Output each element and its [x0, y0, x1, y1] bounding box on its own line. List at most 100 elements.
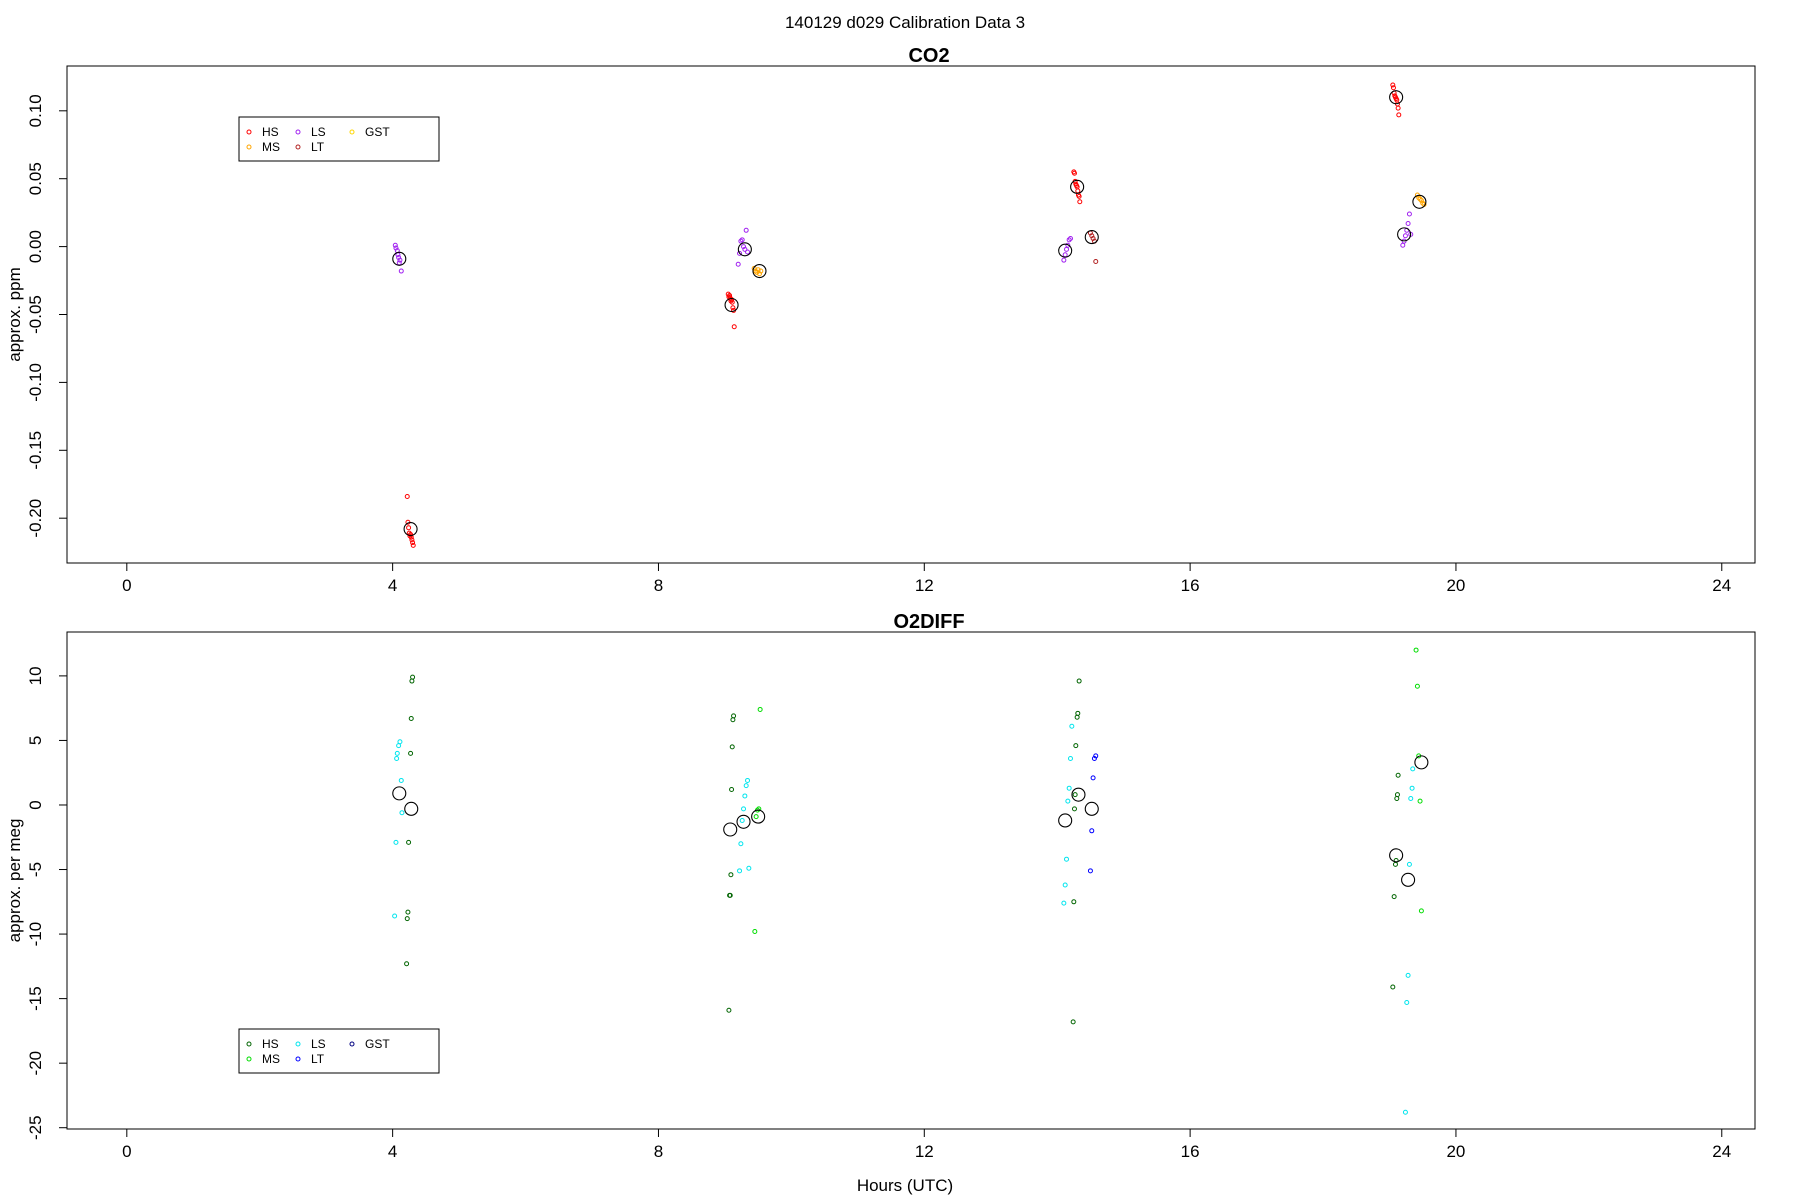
y-tick-label: -0.20 [26, 499, 45, 538]
point-ls [1061, 257, 1067, 263]
point-lt [1093, 259, 1099, 265]
point-ls [398, 268, 404, 274]
point-lt [1093, 753, 1099, 759]
point-hs [1071, 899, 1077, 905]
point-ls [738, 238, 744, 244]
point-ls [746, 865, 752, 871]
y-tick-label: -10 [26, 922, 45, 947]
data-points [392, 82, 1427, 548]
point-ls [1409, 785, 1415, 791]
y-tick-label: -20 [26, 1051, 45, 1076]
point-hs [1390, 984, 1396, 990]
point-ls [394, 756, 400, 762]
y-tick-label: -0.05 [26, 295, 45, 334]
point-ls [398, 777, 404, 783]
x-tick-label: 8 [654, 1142, 663, 1161]
point-ls [1067, 756, 1073, 762]
point-ms [753, 814, 759, 820]
x-tick-label: 16 [1181, 576, 1200, 595]
point-hs [1390, 82, 1396, 88]
point-ls [392, 913, 398, 919]
point-hs [1394, 796, 1400, 802]
legend-label: HS [262, 1037, 279, 1051]
mean-point [403, 522, 418, 537]
point-hs [409, 678, 415, 684]
legend-label: GST [365, 125, 390, 139]
x-tick-label: 12 [915, 576, 934, 595]
legend-item-ms: MS [246, 140, 280, 154]
point-ls [1065, 242, 1071, 248]
point-hs [410, 542, 416, 548]
point-ls [1400, 242, 1406, 248]
x-axis-label: Hours (UTC) [857, 1176, 953, 1195]
point-ls [1404, 999, 1410, 1005]
point-ls [743, 227, 749, 233]
point-hs [1076, 678, 1082, 684]
point-lt [1089, 828, 1095, 834]
point-ls [738, 841, 744, 847]
point-hs [1071, 806, 1077, 812]
point-ls [1067, 235, 1073, 241]
point-ls [1406, 211, 1412, 217]
point-ls [739, 817, 745, 823]
point-ls [1410, 766, 1416, 772]
y-tick-label: -15 [26, 986, 45, 1011]
point-hs [1392, 861, 1398, 867]
point-hs [729, 297, 735, 303]
mean-point [1414, 755, 1429, 770]
point-hs [731, 713, 737, 719]
mean-point [1084, 230, 1099, 245]
point-ls [393, 839, 399, 845]
point-hs [410, 540, 416, 546]
data-points [392, 647, 1429, 1115]
x-tick-label: 24 [1712, 1142, 1731, 1161]
point-ls [1062, 882, 1068, 888]
legend-marker [349, 1041, 355, 1047]
o2diff-panel: O2DIFF approx. per meg 0 4 8 12 16 20 24 -25 -20 -1… [5, 611, 1756, 1161]
legend-item-lt: LT [295, 1052, 325, 1066]
point-hs [409, 537, 415, 543]
legend-box [238, 1028, 440, 1074]
point-hs [730, 305, 736, 311]
mean-point [1071, 787, 1086, 802]
point-hs [404, 961, 410, 967]
legend-marker [246, 1056, 252, 1062]
point-hs [404, 916, 410, 922]
legend-item-lt: LT [295, 140, 325, 154]
point-hs [729, 299, 735, 305]
point-hs [408, 750, 414, 756]
point-ls [1405, 972, 1411, 978]
mean-point [1412, 194, 1427, 209]
point-hs [408, 531, 414, 537]
point-ms [758, 268, 764, 274]
mean-point [752, 263, 767, 279]
legend-item-ls: LS [295, 1037, 326, 1051]
y-tick-label: 10 [26, 666, 45, 685]
mean-point [737, 242, 752, 257]
point-hs [1395, 105, 1401, 111]
panel-title: O2DIFF [893, 611, 964, 633]
x-tick-label: 8 [654, 576, 663, 595]
point-hs [1390, 85, 1396, 91]
point-ls [1401, 238, 1407, 244]
legend-marker [295, 1041, 301, 1047]
mean-point [1389, 848, 1404, 863]
mean-point [1084, 801, 1099, 816]
y-tick-label: 0 [26, 800, 45, 809]
point-lt [1090, 775, 1096, 781]
x-tick-label: 20 [1446, 576, 1465, 595]
x-tick-label: 12 [915, 1142, 934, 1161]
point-ms [1417, 196, 1423, 202]
mean-point [404, 801, 419, 816]
x-tick-label: 4 [388, 1142, 397, 1161]
legend-label: MS [262, 1052, 280, 1066]
mean-point [724, 297, 739, 313]
y-axis: -25 -20 -15 -10 -5 0 5 10 [26, 666, 68, 1140]
y-tick-label: 0.05 [26, 162, 45, 195]
legend-label: LS [311, 125, 326, 139]
point-hs [731, 324, 737, 330]
point-ms [752, 928, 758, 934]
y-tick-label: -25 [26, 1115, 45, 1140]
mean-point [1058, 813, 1073, 828]
x-tick-label: 4 [388, 576, 397, 595]
